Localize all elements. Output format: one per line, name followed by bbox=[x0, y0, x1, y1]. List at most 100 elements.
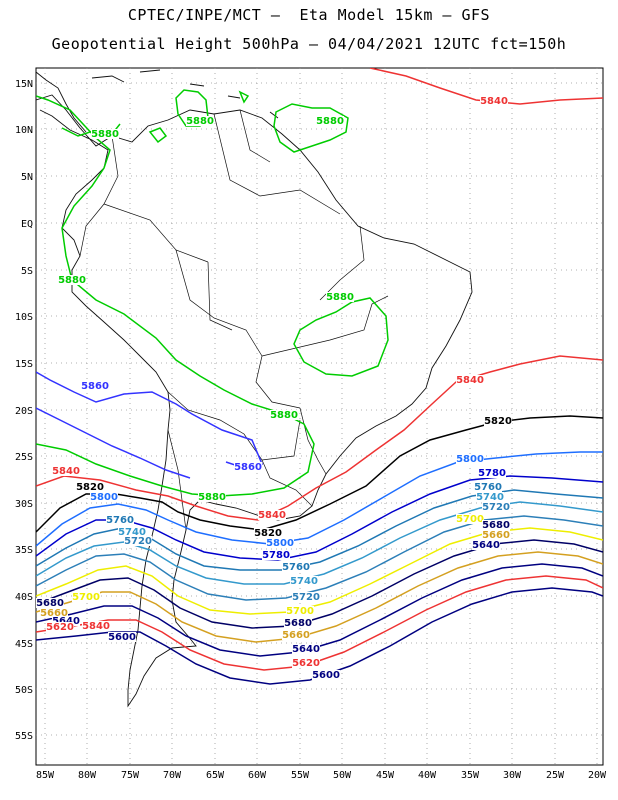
contour-5880-brazil bbox=[293, 297, 389, 377]
contour-label-bg bbox=[72, 592, 100, 602]
lon-tick-label: 25W bbox=[546, 770, 565, 781]
contour-label-5860: 5860 bbox=[81, 381, 109, 392]
contour-label-bg bbox=[326, 292, 354, 302]
contour-label-5660: 5660 bbox=[40, 608, 68, 619]
lat-tick-label: 50S bbox=[15, 685, 33, 696]
contour-label-5880: 5880 bbox=[326, 292, 354, 303]
contour-label-5880: 5880 bbox=[270, 410, 298, 421]
contour-label-bg bbox=[474, 482, 502, 492]
contour-label-bg bbox=[478, 468, 506, 478]
contour-label-5680: 5680 bbox=[482, 520, 510, 531]
map-title-line-1: CPTEC/INPE/MCT — Eta Model 15km — GFS bbox=[127, 6, 491, 24]
contour-label-5780: 5780 bbox=[262, 550, 290, 561]
lat-tick-label: 5S bbox=[21, 266, 33, 277]
contour-label-bg bbox=[58, 275, 86, 285]
contour-label-bg bbox=[292, 644, 320, 654]
contour-label-bg bbox=[46, 622, 74, 632]
contour-label-5600: 5600 bbox=[108, 632, 136, 643]
lon-tick-label: 45W bbox=[376, 770, 395, 781]
contour-label-bg bbox=[258, 510, 286, 520]
contour-label-bg bbox=[106, 515, 134, 525]
contour-label-5880: 5880 bbox=[198, 492, 226, 503]
contour-label-bg bbox=[186, 116, 214, 126]
contour-label-bg bbox=[482, 520, 510, 530]
lon-tick-label: 20W bbox=[588, 770, 607, 781]
contour-label-5800: 5800 bbox=[266, 538, 294, 549]
lat-tick-label: 45S bbox=[15, 639, 33, 650]
contour-label-5860: 5860 bbox=[234, 462, 262, 473]
central-america-coastline bbox=[36, 71, 87, 133]
map-title-line-2: Geopotential Height 500hPa — 04/04/2021 … bbox=[51, 35, 567, 53]
contour-label-5640: 5640 bbox=[292, 644, 320, 655]
lat-tick-label: 40S bbox=[15, 592, 33, 603]
contour-label-5720: 5720 bbox=[124, 536, 152, 547]
contour-label-bg bbox=[312, 670, 340, 680]
contour-label-5840: 5840 bbox=[82, 621, 110, 632]
contour-label-5840: 5840 bbox=[52, 466, 80, 477]
contour-label-bg bbox=[91, 129, 119, 139]
contour-label-5820: 5820 bbox=[76, 482, 104, 493]
contour-label-bg bbox=[476, 492, 504, 502]
contour-label-bg bbox=[482, 502, 510, 512]
contour-label-bg bbox=[456, 514, 484, 524]
contour-5880-main bbox=[36, 95, 315, 497]
contour-label-bg bbox=[282, 562, 310, 572]
lat-tick-label: 5N bbox=[21, 172, 33, 183]
contour-label-5880: 5880 bbox=[316, 116, 344, 127]
lat-tick-label: 10N bbox=[15, 125, 33, 136]
contour-label-bg bbox=[484, 416, 512, 426]
contour-label-bg bbox=[292, 658, 320, 668]
contour-label-5720: 5720 bbox=[482, 502, 510, 513]
contour-label-5780: 5780 bbox=[478, 468, 506, 479]
contour-label-bg bbox=[316, 116, 344, 126]
lon-tick-label: 35W bbox=[461, 770, 480, 781]
contour-label-bg bbox=[40, 608, 68, 618]
contour-label-5820: 5820 bbox=[484, 416, 512, 427]
contour-label-5840: 5840 bbox=[258, 510, 286, 521]
contour-5880-atlantic bbox=[273, 103, 349, 153]
lon-tick-label: 65W bbox=[206, 770, 225, 781]
contour-label-bg bbox=[480, 96, 508, 106]
contour-label-5800: 5800 bbox=[456, 454, 484, 465]
contour-label-5840: 5840 bbox=[456, 375, 484, 386]
contour-label-bg bbox=[284, 618, 312, 628]
contour-label-5700: 5700 bbox=[286, 606, 314, 617]
lon-tick-label: 55W bbox=[291, 770, 310, 781]
contour-label-5600: 5600 bbox=[312, 670, 340, 681]
contour-label-bg bbox=[456, 454, 484, 464]
lat-tick-label: 55S bbox=[15, 731, 33, 742]
lat-tick-label: 10S bbox=[15, 312, 33, 323]
lon-tick-label: 30W bbox=[503, 770, 522, 781]
contour-label-5880: 5880 bbox=[58, 275, 86, 286]
lon-tick-label: 75W bbox=[121, 770, 140, 781]
contour-label-5680: 5680 bbox=[36, 598, 64, 609]
lat-tick-label: 20S bbox=[15, 406, 33, 417]
contour-label-bg bbox=[270, 410, 298, 420]
lon-tick-label: 80W bbox=[78, 770, 97, 781]
lat-tick-label: 30S bbox=[15, 499, 33, 510]
contour-label-5820: 5820 bbox=[254, 528, 282, 539]
contour-label-bg bbox=[282, 630, 310, 640]
contour-label-bg bbox=[108, 632, 136, 642]
lon-tick-label: 85W bbox=[36, 770, 55, 781]
contour-label-bg bbox=[286, 606, 314, 616]
lat-tick-label: 25S bbox=[15, 452, 33, 463]
contour-5840-south bbox=[36, 355, 603, 521]
contour-label-bg bbox=[472, 540, 500, 550]
contour-label-5740: 5740 bbox=[290, 576, 318, 587]
lon-tick-label: 70W bbox=[163, 770, 182, 781]
country-borders bbox=[79, 109, 389, 531]
contour-5840-north bbox=[369, 68, 603, 105]
lat-tick-label: EQ bbox=[21, 219, 33, 230]
contour-label-5620: 5620 bbox=[46, 622, 74, 633]
contour-label-bg bbox=[76, 482, 104, 492]
contour-label-bg bbox=[124, 536, 152, 546]
contour-label-bg bbox=[36, 598, 64, 608]
contour-label-5700: 5700 bbox=[72, 592, 100, 603]
lon-tick-label: 60W bbox=[248, 770, 267, 781]
contour-label-5760: 5760 bbox=[106, 515, 134, 526]
contour-label-bg bbox=[456, 375, 484, 385]
contour-label-bg bbox=[82, 621, 110, 631]
contour-label-bg bbox=[90, 492, 118, 502]
